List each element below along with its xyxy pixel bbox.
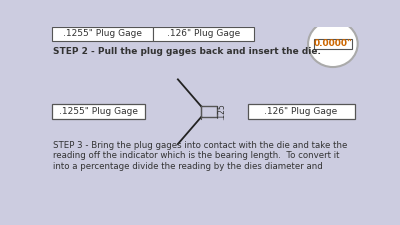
Text: .125: .125 [218,103,226,120]
Text: STEP 3 - Bring the plug gages into contact with the die and take the
reading off: STEP 3 - Bring the plug gages into conta… [53,141,348,171]
Text: .1255" Plug Gage: .1255" Plug Gage [63,29,142,38]
FancyBboxPatch shape [314,39,352,49]
Text: STEP 2 - Pull the plug gages back and insert the die.: STEP 2 - Pull the plug gages back and in… [53,47,321,56]
Text: .1255" Plug Gage: .1255" Plug Gage [59,107,138,116]
FancyBboxPatch shape [52,27,153,41]
FancyBboxPatch shape [201,106,217,117]
Text: .126" Plug Gage: .126" Plug Gage [167,29,240,38]
Text: 0.0000": 0.0000" [314,39,352,48]
Text: .126" Plug Gage: .126" Plug Gage [264,107,338,116]
FancyBboxPatch shape [248,104,354,119]
FancyBboxPatch shape [153,27,254,41]
FancyBboxPatch shape [52,104,145,119]
Ellipse shape [308,21,358,67]
